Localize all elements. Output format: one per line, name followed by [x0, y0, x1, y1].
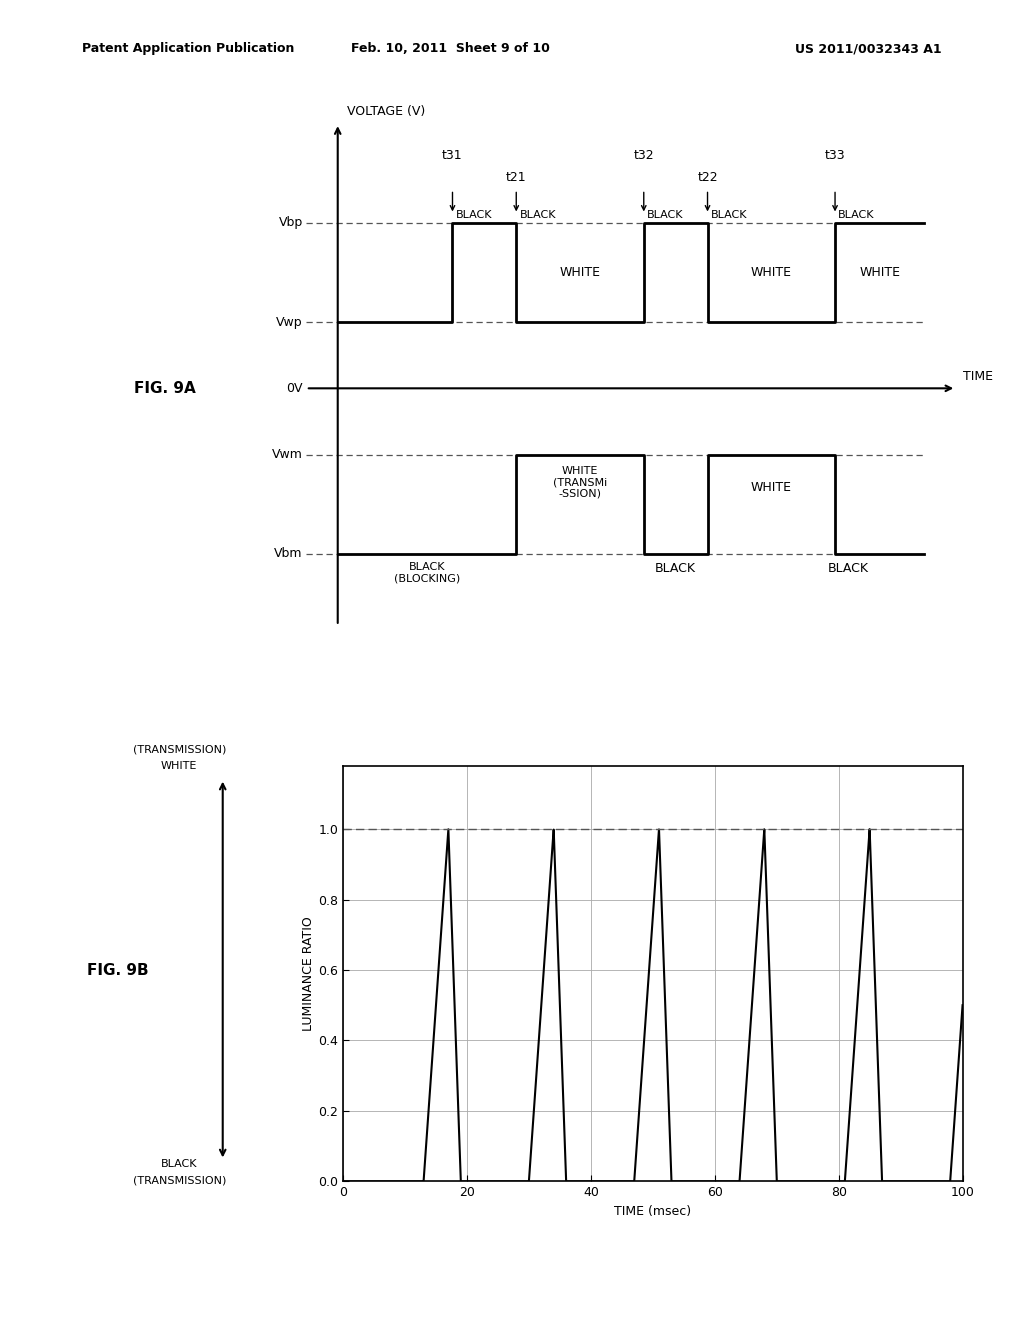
Text: Feb. 10, 2011  Sheet 9 of 10: Feb. 10, 2011 Sheet 9 of 10: [351, 42, 550, 55]
Text: WHITE: WHITE: [751, 482, 792, 494]
Text: 0V: 0V: [286, 381, 303, 395]
Text: Patent Application Publication: Patent Application Publication: [82, 42, 294, 55]
Text: FIG. 9B: FIG. 9B: [87, 962, 148, 978]
X-axis label: TIME (msec): TIME (msec): [614, 1205, 691, 1218]
Text: BLACK: BLACK: [647, 210, 683, 220]
Text: (TRANSMISSION): (TRANSMISSION): [132, 744, 226, 755]
Text: BLACK: BLACK: [827, 562, 868, 576]
Text: WHITE
(TRANSMi
-SSION): WHITE (TRANSMi -SSION): [553, 466, 607, 498]
Text: (TRANSMISSION): (TRANSMISSION): [132, 1175, 226, 1185]
Text: WHITE: WHITE: [559, 265, 600, 279]
Text: BLACK: BLACK: [839, 210, 874, 220]
Text: BLACK: BLACK: [711, 210, 748, 220]
Text: Vwm: Vwm: [271, 447, 303, 461]
Text: Vwp: Vwp: [276, 315, 303, 329]
Text: WHITE: WHITE: [859, 265, 900, 279]
Text: BLACK
(BLOCKING): BLACK (BLOCKING): [394, 562, 460, 583]
Text: WHITE: WHITE: [751, 265, 792, 279]
Text: FIG. 9A: FIG. 9A: [134, 381, 196, 396]
Text: Vbm: Vbm: [274, 548, 303, 561]
Text: BLACK: BLACK: [655, 562, 696, 576]
Text: Vbp: Vbp: [279, 216, 303, 230]
Text: BLACK: BLACK: [456, 210, 493, 220]
Text: t31: t31: [442, 149, 463, 162]
Text: WHITE: WHITE: [161, 760, 198, 771]
Text: US 2011/0032343 A1: US 2011/0032343 A1: [796, 42, 942, 55]
Text: t22: t22: [697, 172, 718, 183]
Text: t33: t33: [824, 149, 846, 162]
Text: VOLTAGE (V): VOLTAGE (V): [347, 104, 426, 117]
Text: BLACK: BLACK: [519, 210, 556, 220]
Text: TIME: TIME: [963, 370, 992, 383]
Y-axis label: LUMINANCE RATIO: LUMINANCE RATIO: [302, 916, 315, 1031]
Text: t21: t21: [506, 172, 526, 183]
Text: t32: t32: [634, 149, 654, 162]
Text: BLACK: BLACK: [161, 1159, 198, 1170]
